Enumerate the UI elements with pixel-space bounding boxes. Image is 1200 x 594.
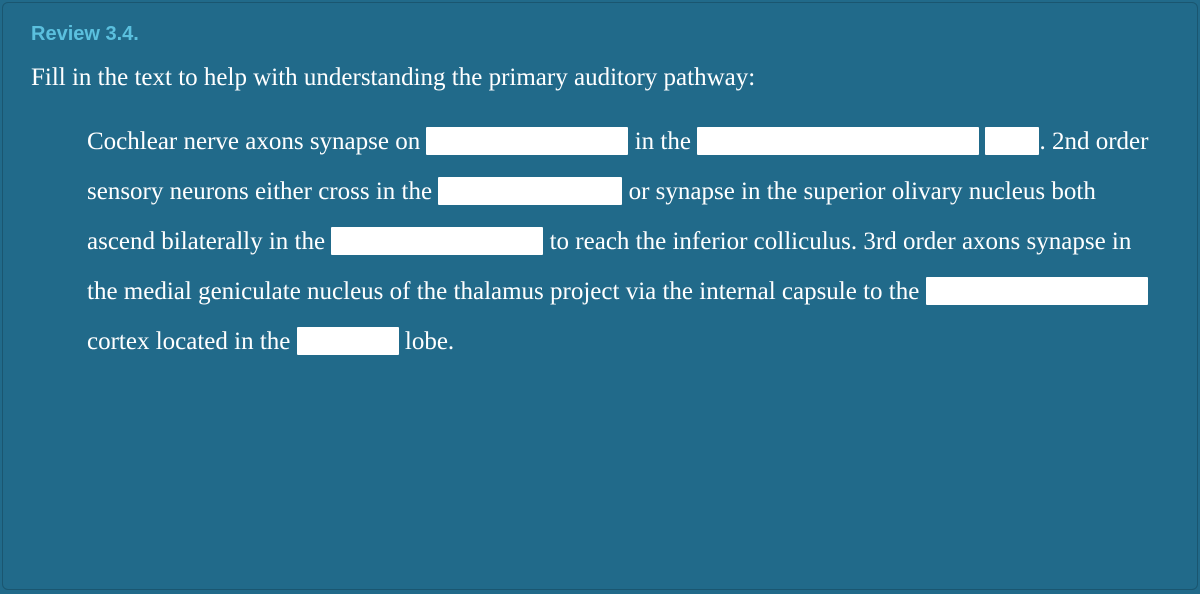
fill-blank[interactable]: [697, 127, 979, 155]
review-body: Cochlear nerve axons synapse on in the .…: [31, 117, 1169, 367]
text-segment: Cochlear nerve axons synapse on: [87, 128, 426, 155]
review-card: Review 3.4. Fill in the text to help wit…: [2, 2, 1198, 590]
fill-blank[interactable]: [331, 227, 543, 255]
text-segment: lobe.: [399, 328, 455, 355]
fill-blank[interactable]: [438, 177, 622, 205]
fill-blank[interactable]: [926, 277, 1148, 305]
fill-blank[interactable]: [297, 327, 399, 355]
fill-blank[interactable]: [426, 127, 628, 155]
fill-blank[interactable]: [985, 127, 1039, 155]
text-segment: cortex located in the: [87, 328, 297, 355]
review-label: Review 3.4.: [31, 23, 1169, 46]
review-prompt: Fill in the text to help with understand…: [31, 60, 1169, 95]
text-segment: in the: [628, 128, 697, 155]
